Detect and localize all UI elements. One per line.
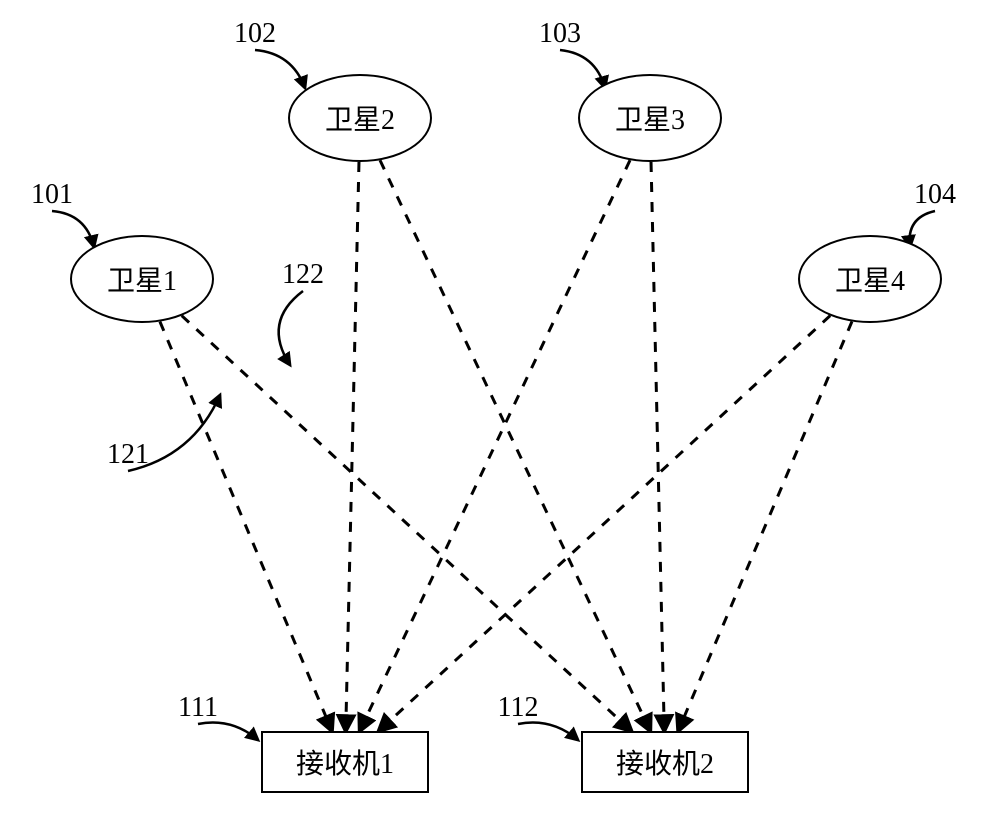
node-satellite-3: 卫星3: [578, 74, 722, 162]
callout-label-102: 102: [234, 18, 276, 50]
node-label-satellite-3: 卫星3: [615, 98, 685, 138]
edge-sat3-rx2: [651, 162, 664, 731]
node-satellite-4: 卫星4: [798, 235, 942, 323]
node-label-satellite-4: 卫星4: [835, 259, 905, 299]
node-label-receiver-1: 接收机1: [296, 742, 394, 782]
callout-arrow-101: [52, 211, 94, 247]
callout-label-121: 121: [107, 439, 149, 471]
edge-sat2-rx1: [346, 162, 359, 731]
callout-label-104: 104: [914, 179, 956, 211]
node-satellite-1: 卫星1: [70, 235, 214, 323]
callout-label-111: 111: [178, 692, 218, 724]
edge-sat2-rx2: [380, 160, 650, 731]
callout-arrow-103: [560, 50, 605, 88]
callout-label-103: 103: [539, 18, 581, 50]
edge-sat4-rx1: [379, 316, 830, 731]
callout-label-101: 101: [31, 179, 73, 211]
node-label-satellite-2: 卫星2: [325, 98, 395, 138]
callout-arrow-104: [910, 211, 935, 247]
edge-sat4-rx2: [678, 322, 852, 731]
callout-label-112: 112: [498, 692, 539, 724]
diagram-stage: 卫星1 卫星2 卫星3 卫星4 接收机1 接收机2 101 102 103 104 11…: [0, 0, 1000, 838]
callout-arrow-102: [255, 50, 305, 88]
edge-sat1-rx1: [160, 322, 332, 731]
callout-label-122: 122: [282, 259, 324, 291]
node-receiver-1: 接收机1: [261, 731, 429, 793]
node-label-satellite-1: 卫星1: [107, 259, 177, 299]
edge-sat1-rx2: [182, 316, 632, 731]
edge-sat3-rx1: [360, 160, 630, 731]
callout-arrow-112: [518, 723, 578, 740]
node-satellite-2: 卫星2: [288, 74, 432, 162]
callout-arrow-122: [279, 291, 303, 365]
node-receiver-2: 接收机2: [581, 731, 749, 793]
callout-arrow-111: [198, 723, 258, 740]
node-label-receiver-2: 接收机2: [616, 742, 714, 782]
